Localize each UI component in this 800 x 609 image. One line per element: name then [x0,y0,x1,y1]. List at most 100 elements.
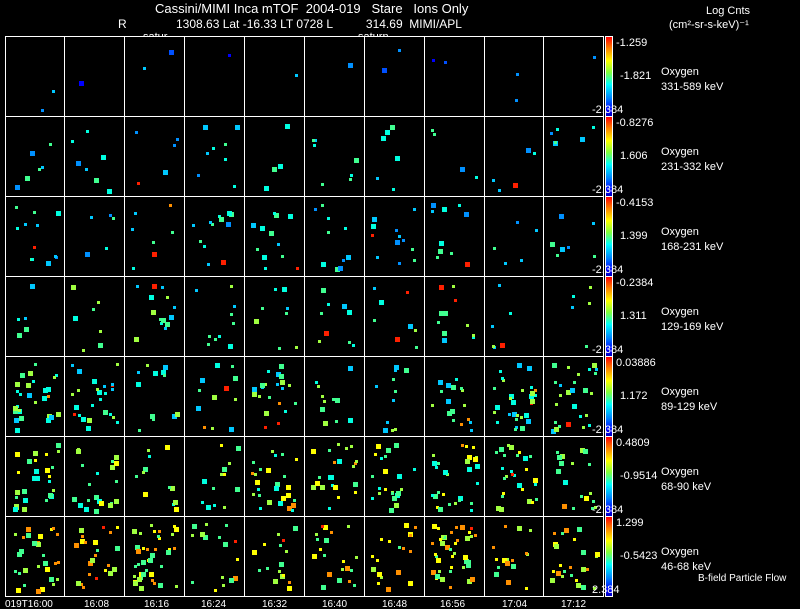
count-pixel [561,532,564,535]
count-pixel [463,404,466,407]
count-pixel [323,421,328,426]
count-pixel [438,570,441,573]
count-pixel [281,387,284,390]
count-pixel [526,148,531,153]
count-pixel [319,548,322,551]
count-pixel [295,74,298,77]
count-pixel [439,311,444,316]
count-pixel [500,343,505,348]
count-pixel [73,413,76,416]
count-pixel [470,502,473,505]
count-pixel [461,444,464,447]
count-pixel [74,543,79,548]
count-pixel [431,570,436,575]
count-pixel [264,383,267,386]
count-pixel [592,363,597,368]
count-pixel [372,217,377,222]
count-pixel [327,217,330,220]
count-pixel [328,449,331,452]
count-pixel [160,322,163,325]
spectrogram-panel [543,196,604,277]
count-pixel [464,212,469,217]
count-pixel [588,463,591,466]
count-pixel [223,542,228,547]
count-pixel [563,570,566,573]
count-pixel [345,566,350,571]
count-pixel [258,569,261,572]
count-pixel [90,558,95,563]
count-pixel [582,426,585,429]
spectrogram-panel [424,36,485,117]
count-pixel [115,480,118,483]
count-pixel [435,466,438,469]
count-pixel [590,392,593,395]
count-pixel [258,395,261,398]
count-pixel [515,418,518,421]
count-pixel [509,397,512,400]
count-pixel [499,370,502,373]
count-pixel [71,364,74,367]
count-pixel [436,558,441,563]
count-pixel [150,524,153,527]
count-pixel [266,468,271,473]
count-pixel [211,427,214,430]
count-pixel [320,407,325,412]
count-pixel [109,413,112,416]
spectrogram-panel [124,116,185,197]
count-pixel [134,565,137,568]
count-pixel [349,178,352,181]
count-pixel [556,128,559,131]
count-pixel [558,425,561,428]
count-pixel [593,56,596,59]
count-pixel [287,586,292,591]
spectrogram-panel [304,276,365,357]
count-pixel [470,509,473,512]
count-pixel [509,312,512,315]
count-pixel [432,454,435,457]
count-pixel [275,482,280,487]
count-pixel [383,428,388,433]
count-pixel [503,454,506,457]
spectrogram-panel [424,356,485,437]
count-pixel [513,183,518,188]
count-pixel [388,540,391,543]
spectrogram-panel [184,436,245,517]
count-pixel [503,477,506,480]
count-pixel [82,349,85,352]
count-pixel [267,370,270,373]
count-pixel [458,204,461,207]
count-pixel [71,285,76,290]
count-pixel [523,456,528,461]
count-pixel [475,176,478,179]
count-pixel [71,393,74,396]
count-pixel [460,167,465,172]
count-pixel [57,561,60,564]
spectrogram-panel [484,276,545,357]
count-pixel [318,340,321,343]
count-pixel [90,216,93,219]
count-pixel [98,343,103,348]
count-pixel [103,385,106,388]
count-pixel [28,371,33,376]
count-pixel [76,161,81,166]
count-pixel [111,460,114,463]
count-pixel [259,507,262,510]
count-pixel [206,505,211,510]
count-pixel [311,449,316,454]
spectrogram-panel [364,196,425,277]
count-pixel [87,418,92,423]
count-pixel [592,500,595,503]
count-pixel [192,224,195,227]
count-pixel [171,231,174,234]
count-pixel [135,545,140,550]
count-pixel [208,335,211,338]
count-pixel [277,243,280,246]
colorbar-min-label: -2.384 [592,344,624,356]
count-pixel [173,306,176,309]
count-pixel [207,343,210,346]
count-pixel [337,443,340,446]
count-pixel [559,564,562,567]
spectrogram-panel [5,36,66,117]
count-pixel [35,476,40,481]
count-pixel [85,168,88,171]
